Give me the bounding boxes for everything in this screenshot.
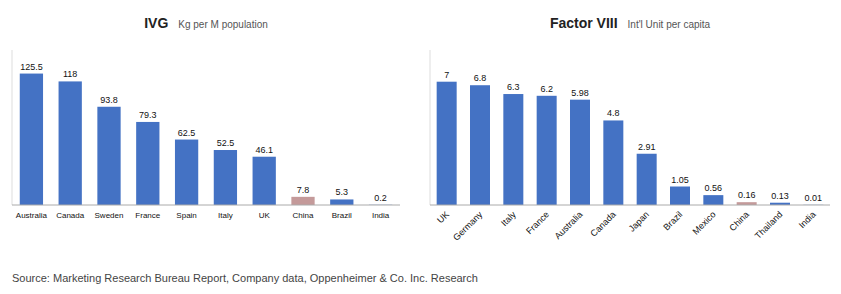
x-tick-label: Germany [451, 209, 485, 243]
x-tick-label: Thailand [753, 209, 784, 240]
x-tick-label: Mexico [691, 209, 718, 236]
x-tick-label: France [524, 209, 551, 236]
data-label: 46.1 [255, 145, 273, 155]
data-label: 0.13 [771, 191, 789, 201]
x-tick-label: Italy [499, 209, 518, 228]
data-label: 93.8 [100, 95, 118, 105]
x-tick-label: Spain [176, 211, 196, 220]
bar [570, 100, 590, 205]
bar [637, 154, 657, 205]
data-label: 5.98 [571, 88, 589, 98]
bar [603, 120, 623, 205]
bar [330, 199, 353, 205]
x-tick-label: Canada [56, 211, 85, 220]
x-tick-label: UK [259, 211, 271, 220]
data-label: 5.3 [336, 187, 349, 197]
data-label: 6.8 [474, 73, 487, 83]
x-tick-label: UK [435, 209, 451, 225]
y-axis [430, 50, 431, 205]
bar [253, 157, 276, 205]
bar [97, 107, 120, 205]
x-tick-label: Australia [553, 209, 585, 241]
bar [291, 197, 314, 205]
bar [20, 74, 43, 205]
data-label: 6.3 [507, 82, 520, 92]
x-tick-label: Canada [588, 209, 617, 238]
x-tick-label: China [727, 209, 751, 233]
x-tick-label: Brazil [332, 211, 352, 220]
bar [214, 150, 237, 205]
bar [670, 187, 690, 205]
data-label: 125.5 [20, 62, 43, 72]
data-label: 0.56 [705, 183, 723, 193]
bars [437, 82, 824, 205]
chart-root: IVG Kg per M population 125.5 118 93.8 79.3 62… [0, 0, 841, 294]
data-label: 79.3 [139, 110, 157, 120]
x-tick-label: Italy [218, 211, 233, 220]
chart-subtitle: Int'l Unit per capita [628, 19, 711, 30]
data-label: 7 [444, 70, 449, 80]
bar [703, 195, 723, 205]
x-tick-label: Australia [16, 211, 48, 220]
bar [437, 82, 457, 205]
bars [20, 74, 392, 205]
chart-title: IVG [144, 15, 168, 31]
data-label: 0.2 [374, 193, 387, 203]
data-label: 52.5 [217, 138, 235, 148]
data-label: 1.05 [671, 175, 689, 185]
x-tick-label: Japan [627, 209, 651, 233]
x-tick-label: Brazil [661, 209, 684, 232]
data-label: 62.5 [178, 128, 196, 138]
chart-subtitle: Kg per M population [178, 19, 268, 30]
bar [59, 81, 82, 205]
x-tick-label: France [135, 211, 160, 220]
data-label: 0.01 [805, 193, 823, 203]
y-axis [12, 50, 13, 205]
bar [136, 122, 159, 205]
x-tick-label: Sweden [95, 211, 124, 220]
bar [537, 96, 557, 205]
data-label: 118 [63, 69, 77, 79]
x-axis [12, 205, 400, 206]
data-label: 0.16 [738, 190, 756, 200]
bar [470, 85, 490, 205]
annotation: Source: Marketing Research Bureau Report… [12, 272, 478, 284]
data-label: 4.8 [607, 108, 620, 118]
data-label: 2.91 [638, 142, 656, 152]
bar [175, 140, 198, 205]
chart-title: Factor VIII [550, 15, 618, 31]
data-label: 6.2 [540, 84, 553, 94]
x-axis [430, 205, 830, 206]
data-label: 7.8 [297, 185, 310, 195]
x-tick-label: China [293, 211, 314, 220]
bar [503, 94, 523, 205]
x-tick-label: India [372, 211, 390, 220]
x-tick-label: India [797, 209, 818, 230]
